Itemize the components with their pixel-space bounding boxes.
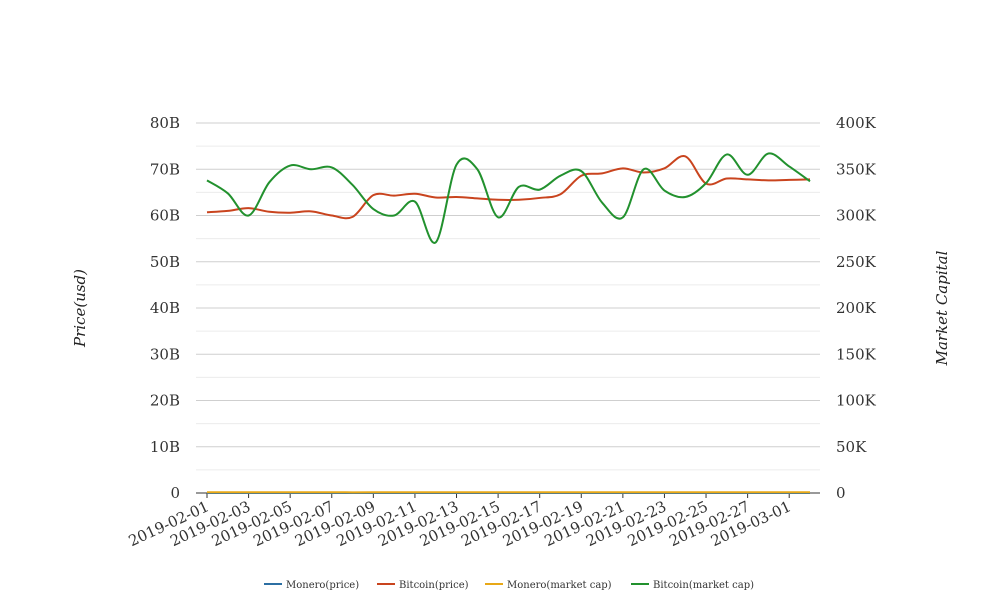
right-tick-label: 50K [836,438,867,456]
right-tick-label: 350K [836,160,877,178]
left-tick-label: 40B [150,299,180,317]
left-axis-title: Price(usd) [71,269,89,348]
left-tick-label: 70B [150,160,180,178]
right-tick-label: 400K [836,114,877,132]
left-tick-label: 60B [150,207,180,225]
legend-item-monero-price[interactable]: Monero(price) [264,580,359,591]
grid-lines [196,122,820,471]
legend-item-bitcoin-market-cap[interactable]: Bitcoin(market cap) [631,580,754,591]
legend-item-monero-market-cap[interactable]: Monero(market cap) [485,580,612,591]
series-lines [206,152,811,495]
right-tick-label: 300K [836,207,877,225]
right-tick-label: 250K [836,253,877,271]
series-line-bitcoin-price [206,154,811,220]
legend-label: Monero(market cap) [507,580,612,591]
left-tick-label: 10B [150,438,180,456]
left-axis-ticks: 0 10B 20B 30B 40B 50B 60B 70B 80B [150,114,180,502]
legend-label: Bitcoin(market cap) [653,580,754,591]
legend[interactable]: Monero(price) Bitcoin(price) Monero(market… [264,580,754,591]
left-tick-label: 50B [150,253,180,271]
right-tick-label: 200K [836,299,877,317]
legend-item-bitcoin-price[interactable]: Bitcoin(price) [377,580,469,591]
right-tick-label: 150K [836,345,877,363]
legend-label: Bitcoin(price) [399,580,469,591]
left-tick-label: 20B [150,392,180,410]
series-line-bitcoin-market-cap [206,152,811,244]
legend-label: Monero(price) [286,580,359,591]
right-axis-ticks: 0 50K 100K 150K 200K 250K 300K 350K 400K [836,114,877,502]
x-axis-ticks: 2019-02-012019-02-032019-02-052019-02-07… [126,493,794,550]
left-tick-label: 30B [150,345,180,363]
right-axis-title: Market Capital [933,250,951,366]
left-tick-label: 0 [170,484,180,502]
right-tick-label: 100K [836,392,877,410]
left-tick-label: 80B [150,114,180,132]
right-tick-label: 0 [836,484,846,502]
